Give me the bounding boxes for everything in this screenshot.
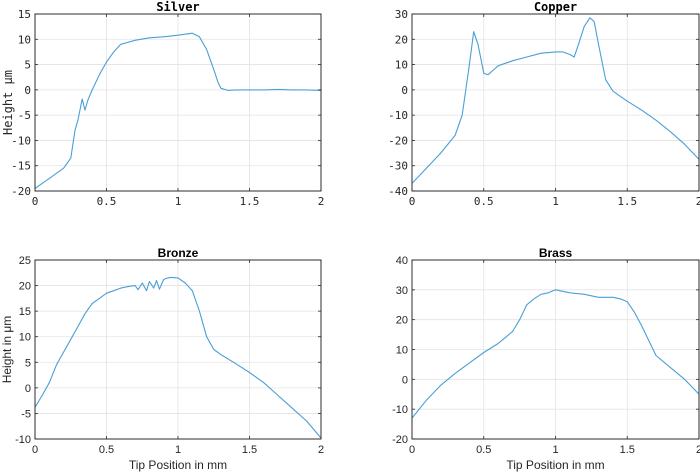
y-tick-label: -10	[388, 109, 408, 122]
x-tick-label: 2	[318, 195, 325, 208]
x-tick-label: 0	[32, 195, 39, 208]
panel-title: Silver	[156, 0, 199, 14]
x-tick-label: 0	[32, 444, 38, 456]
y-tick-label: 10	[395, 59, 408, 72]
x-tick-label: 1	[552, 444, 558, 456]
data-line	[411, 17, 700, 184]
x-tick-label: 0.5	[474, 195, 494, 208]
y-tick-label: -15	[11, 160, 31, 173]
panel-copper: Copper 0 0.5 1 1.5 2 -40 -30 -20 -10 0 10 20 30	[388, 0, 700, 208]
x-axis-label: Tip Position in mm	[506, 458, 604, 472]
x-tick-label: 1	[175, 195, 182, 208]
y-axis-label: Height in μm	[0, 316, 14, 384]
y-tick-label: -10	[392, 404, 408, 416]
y-tick-label: -40	[388, 185, 408, 198]
x-tick-label: 2	[696, 444, 700, 456]
panel-bronze: Bronze Height in μm Tip Position in mm 0…	[0, 246, 324, 472]
panel-title: Copper	[534, 0, 577, 14]
y-tick-label: 10	[19, 332, 31, 344]
y-tick-label: -5	[18, 109, 31, 122]
y-tick-label: 30	[396, 285, 408, 297]
panel-silver: Silver Height μm 0 0.5 1 1.5 2 -20 -15 -10 -5 0 5 1…	[1, 0, 324, 208]
y-tick-label: -20	[392, 434, 408, 446]
y-axis-label: Height μm	[1, 70, 15, 135]
x-tick-label: 1	[175, 444, 181, 456]
y-tick-label: 40	[396, 255, 408, 267]
y-tick-label: -20	[11, 185, 31, 198]
y-tick-label: -10	[15, 434, 31, 446]
y-tick-label: -10	[11, 134, 31, 147]
x-tick-label: 0.5	[99, 444, 114, 456]
y-tick-label: 30	[395, 8, 408, 21]
x-tick-label: 1	[552, 195, 559, 208]
panel-title: Bronze	[158, 246, 199, 260]
data-line	[34, 32, 322, 189]
x-tick-label: 1.5	[617, 195, 637, 208]
x-tick-label: 0.5	[476, 444, 491, 456]
y-tick-label: 0	[402, 374, 408, 386]
y-tick-label: -30	[388, 160, 408, 173]
y-tick-label: -5	[21, 408, 31, 420]
y-tick-label: 15	[19, 306, 31, 318]
x-tick-label: 2	[318, 444, 324, 456]
x-axis-label: Tip Position in mm	[129, 458, 227, 472]
y-tick-label: -20	[388, 134, 408, 147]
data-line	[411, 289, 700, 419]
y-tick-label: 20	[395, 33, 408, 46]
panel-title: Brass	[539, 246, 573, 260]
y-tick-label: 0	[401, 84, 408, 97]
x-tick-label: 1.5	[240, 195, 260, 208]
panel-brass: Brass Tip Position in mm 0 0.5 1 1.5 2 -20 -10…	[392, 246, 700, 472]
y-tick-label: 0	[24, 84, 31, 97]
x-tick-label: 1.5	[242, 444, 257, 456]
y-tick-label: 15	[18, 8, 31, 21]
y-tick-label: 25	[19, 255, 31, 267]
y-tick-label: 10	[396, 345, 408, 357]
x-tick-label: 0	[409, 444, 415, 456]
x-tick-label: 0	[409, 195, 416, 208]
y-tick-label: 5	[25, 357, 31, 369]
y-tick-label: 20	[19, 281, 31, 293]
y-tick-label: 10	[18, 33, 31, 46]
y-tick-label: 0	[25, 383, 31, 395]
x-tick-label: 0.5	[97, 195, 117, 208]
y-tick-label: 5	[24, 59, 31, 72]
y-tick-label: 20	[396, 315, 408, 327]
x-tick-label: 1.5	[620, 444, 635, 456]
x-tick-label: 2	[696, 195, 700, 208]
data-line	[34, 276, 322, 439]
